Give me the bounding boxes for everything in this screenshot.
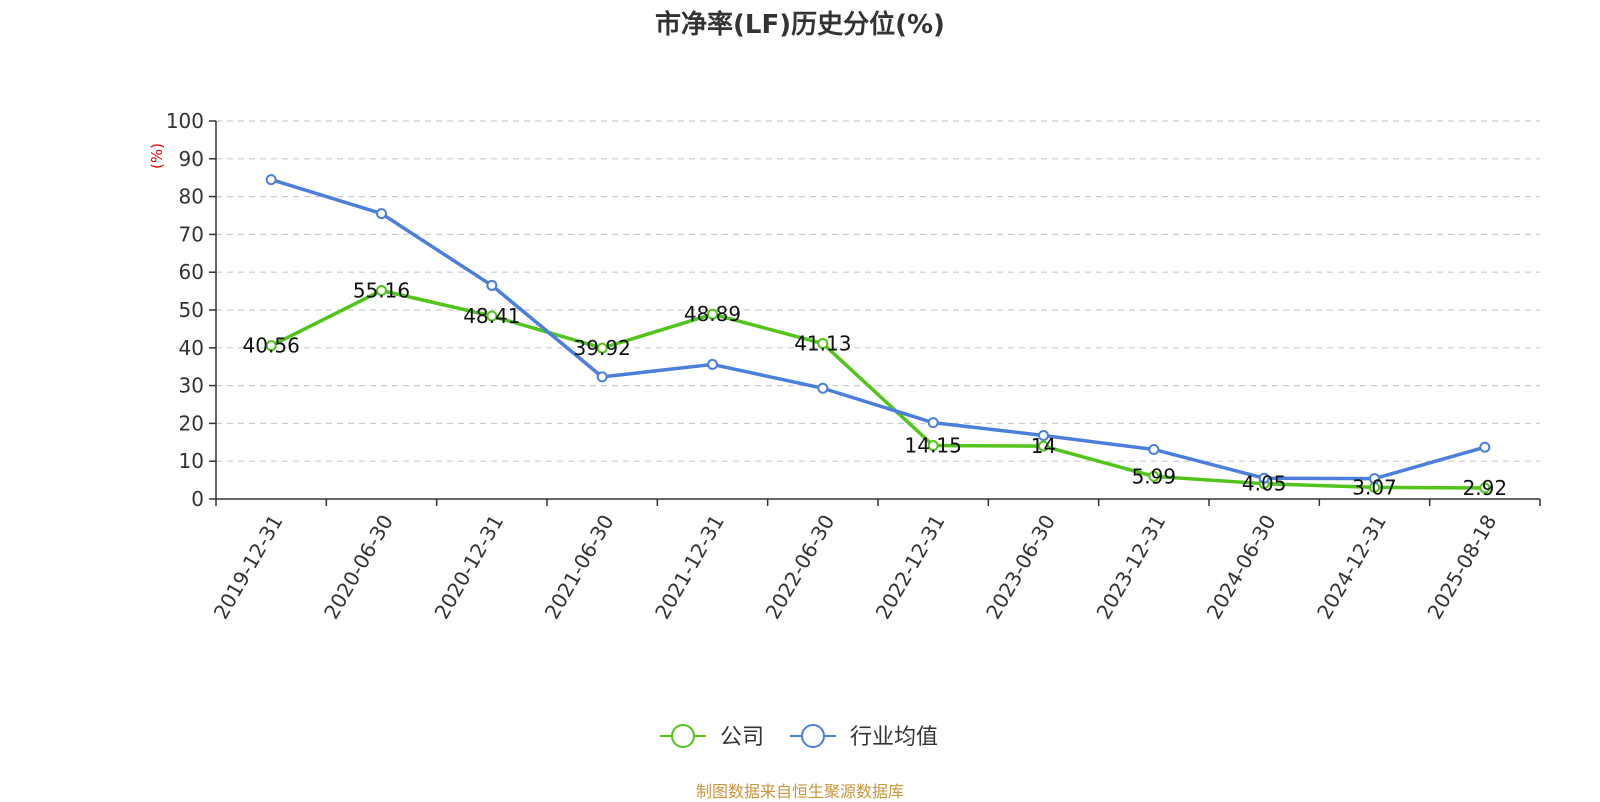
data-point — [486, 279, 498, 291]
x-tick-label: 2023-06-30 — [981, 511, 1060, 624]
data-label: 2.92 — [1463, 476, 1508, 500]
x-tick-label: 2022-12-31 — [871, 511, 950, 624]
y-unit-label: (%) — [148, 143, 166, 169]
data-label: 4.05 — [1242, 472, 1287, 496]
data-label: 55.16 — [353, 278, 410, 302]
chart-title: 市净率(LF)历史分位(%) — [655, 10, 945, 40]
data-point — [265, 174, 277, 186]
data-label: 14 — [1031, 434, 1056, 458]
legend-label: 公司 — [720, 725, 764, 750]
x-tick-label: 2021-12-31 — [650, 511, 729, 624]
data-point — [707, 308, 718, 320]
data-point — [376, 284, 387, 296]
data-point — [1479, 482, 1491, 494]
x-tick-label: 2021-06-30 — [540, 511, 619, 624]
x-tick-label: 2019-12-31 — [209, 511, 288, 624]
data-point — [1038, 429, 1049, 441]
x-tick-label: 2024-06-30 — [1202, 511, 1281, 624]
y-tick-label: 0 — [191, 487, 204, 511]
legend-label: 行业均值 — [850, 725, 938, 750]
x-tick-label: 2024-12-31 — [1312, 511, 1391, 624]
data-label: 14.15 — [905, 434, 962, 458]
x-tick-label: 2023-12-31 — [1091, 511, 1170, 624]
data-point — [1148, 443, 1160, 455]
data-label: 48.41 — [463, 304, 520, 328]
data-source-note: 制图数据来自恒生聚源数据库 — [695, 782, 904, 801]
data-point — [1479, 441, 1491, 453]
data-point — [486, 310, 498, 322]
data-label: 3.07 — [1352, 475, 1397, 499]
y-tick-label: 50 — [179, 298, 204, 322]
y-tick-label: 30 — [179, 374, 204, 398]
series-line-company — [270, 288, 1485, 490]
y-tick-label: 10 — [179, 449, 204, 473]
data-point — [265, 340, 277, 352]
y-tick-label: 90 — [179, 147, 204, 171]
data-label: 5.99 — [1132, 464, 1177, 488]
data-point — [1038, 440, 1049, 452]
x-tick-label: 2025-08-18 — [1422, 511, 1501, 624]
x-tick-label: 2020-06-30 — [319, 511, 398, 624]
y-tick-label: 60 — [179, 260, 204, 284]
y-tick-label: 80 — [179, 185, 204, 209]
y-tick-label: 20 — [179, 411, 204, 435]
y-tick-label: 100 — [166, 109, 204, 133]
data-point — [817, 382, 829, 394]
data-point — [596, 342, 608, 354]
data-label: 48.89 — [684, 302, 741, 326]
data-point — [817, 338, 829, 350]
y-tick-label: 70 — [179, 222, 204, 246]
data-point — [707, 358, 718, 370]
data-point — [1369, 473, 1380, 485]
data-point — [927, 417, 939, 429]
data-label: 41.13 — [794, 332, 851, 356]
data-point — [927, 440, 939, 452]
data-point — [376, 208, 387, 220]
data-label: 40.56 — [243, 334, 300, 358]
legend-marker — [671, 724, 695, 748]
x-tick-label: 2022-06-30 — [760, 511, 839, 624]
y-tick-label: 40 — [179, 336, 204, 360]
data-point — [596, 371, 608, 383]
data-label: 39.92 — [574, 336, 631, 360]
data-point — [1148, 470, 1160, 482]
x-tick-label: 2020-12-31 — [429, 511, 508, 624]
legend-marker — [801, 724, 825, 748]
data-point — [1258, 472, 1270, 484]
series-line-industry — [270, 177, 1486, 481]
